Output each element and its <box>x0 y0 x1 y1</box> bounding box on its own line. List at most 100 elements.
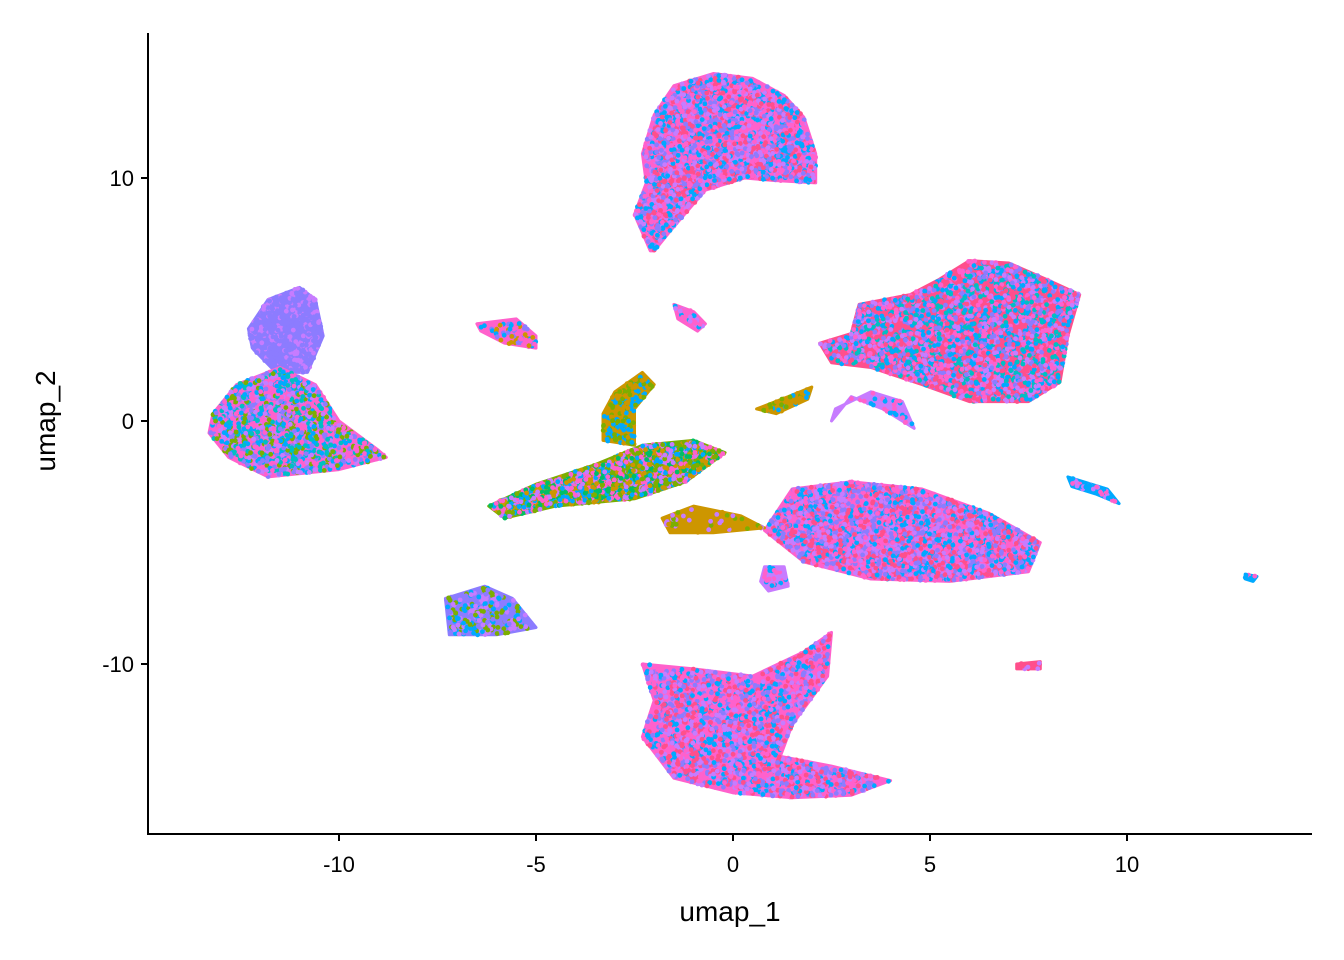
cell-point <box>708 139 713 144</box>
cell-point <box>902 370 908 375</box>
cell-point <box>676 178 681 184</box>
cell-point <box>855 319 861 324</box>
cell-point <box>663 222 669 228</box>
cell-point <box>1004 382 1010 388</box>
cell-point <box>914 330 920 336</box>
cell-point <box>668 166 673 172</box>
cell-point <box>972 307 978 313</box>
cell-point <box>681 92 687 98</box>
cell-point <box>1016 296 1022 302</box>
cell-point <box>726 107 732 112</box>
cell-point <box>914 289 919 294</box>
cell-point <box>692 160 698 165</box>
cell-point <box>904 315 909 321</box>
cell-point <box>695 171 701 177</box>
cell-point <box>652 204 658 210</box>
cell-point <box>1013 328 1019 334</box>
cell-point <box>739 77 745 83</box>
cell-point <box>786 144 792 150</box>
cell-point <box>645 171 651 177</box>
cell-point <box>696 152 702 158</box>
cell-point <box>684 209 690 215</box>
cell-point <box>949 303 954 309</box>
cell-point <box>1060 331 1066 336</box>
cell-point <box>851 327 857 332</box>
cell-point <box>697 131 703 137</box>
cell-point <box>971 294 977 300</box>
cell-point <box>778 178 784 184</box>
cell-point <box>765 145 771 151</box>
cell-point <box>1029 299 1034 305</box>
cell-point <box>747 133 753 139</box>
cell-point <box>673 197 679 203</box>
cell-point <box>769 102 775 107</box>
cell-point <box>1009 280 1015 286</box>
cell-point <box>1047 297 1053 302</box>
cell-point <box>908 331 914 336</box>
cell-point <box>648 176 653 182</box>
cell-point <box>713 163 718 169</box>
cell-point <box>643 206 649 211</box>
cell-point <box>999 353 1005 358</box>
cell-point <box>692 155 697 161</box>
cell-point <box>927 286 932 291</box>
cell-point <box>952 268 958 274</box>
cell-point <box>674 170 680 176</box>
cell-point <box>1007 361 1013 367</box>
cell-point <box>787 148 792 154</box>
cell-point <box>893 310 899 316</box>
cell-point <box>940 350 945 355</box>
points-layer <box>207 72 1259 800</box>
cell-point <box>964 282 970 288</box>
cell-point <box>784 130 789 136</box>
cell-point <box>888 312 893 318</box>
cell-point <box>697 178 703 184</box>
cell-point <box>903 310 908 315</box>
cell-point <box>747 143 752 148</box>
cell-point <box>910 349 916 355</box>
cell-point <box>730 135 735 141</box>
cell-point <box>797 130 803 135</box>
cell-point <box>654 188 660 194</box>
cell-point <box>965 288 971 294</box>
cell-point <box>990 396 996 402</box>
cell-point <box>642 193 648 199</box>
cell-point <box>689 166 695 171</box>
cell-point <box>746 102 752 108</box>
cell-point <box>931 308 937 313</box>
cell-point <box>680 125 686 131</box>
cell-point <box>808 139 814 145</box>
cell-point <box>722 142 728 148</box>
cell-point <box>677 214 682 219</box>
cell-point <box>768 121 773 127</box>
cell-point <box>711 185 717 191</box>
cell-point <box>987 277 993 283</box>
cell-point <box>675 186 681 192</box>
cell-point <box>641 227 647 233</box>
cell-point <box>955 337 960 343</box>
cell-point <box>923 368 929 374</box>
cell-point <box>799 143 805 149</box>
cell-point <box>767 126 772 132</box>
cell-point <box>739 120 745 126</box>
cell-point <box>655 127 661 132</box>
cell-point <box>747 86 753 92</box>
cell-point <box>641 233 647 239</box>
cell-point <box>682 155 688 161</box>
cell-point <box>647 184 652 190</box>
cell-point <box>977 276 982 282</box>
cell-point <box>781 97 787 103</box>
cell-point <box>711 103 717 109</box>
cell-point <box>895 334 901 340</box>
cell-point <box>705 145 711 151</box>
cell-point <box>718 95 724 101</box>
cell-point <box>700 182 705 188</box>
cell-point <box>822 344 827 349</box>
cell-point <box>958 395 964 401</box>
cell-point <box>699 140 705 146</box>
cell-point <box>714 147 719 153</box>
cell-point <box>721 174 726 180</box>
cell-point <box>722 72 728 78</box>
cell-point <box>776 99 782 104</box>
cell-point <box>859 329 864 335</box>
